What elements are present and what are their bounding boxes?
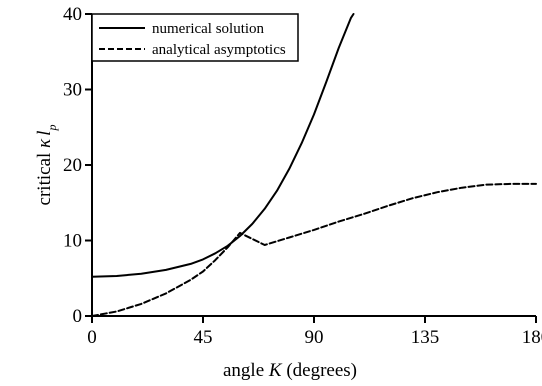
x-tick-label: 135 [411, 327, 440, 348]
series-line-analytical [91, 182, 537, 317]
x-tick-label: 180 [522, 327, 542, 348]
y-tick-label: 10 [63, 231, 82, 252]
y-tick-label: 0 [73, 306, 83, 327]
y-axis-label: critical κlp [34, 125, 59, 206]
x-tick-label: 0 [87, 327, 97, 348]
series-line-numerical [91, 13, 355, 278]
x-axis-label: angle K (degrees) [223, 360, 357, 381]
series-layer [91, 13, 537, 317]
legend-label-numerical: numerical solution [152, 21, 265, 37]
legend: numerical solution analytical asymptotic… [91, 13, 299, 62]
x-tick-label: 45 [194, 327, 213, 348]
x-tick-label: 90 [305, 327, 324, 348]
legend-label-analytical: analytical asymptotics [152, 42, 286, 58]
y-tick-label: 30 [63, 80, 82, 101]
legend-box [91, 13, 299, 62]
y-tick-label: 40 [63, 4, 82, 25]
y-tick-label: 20 [63, 155, 82, 176]
tick-layer: 0 45 90 135 180 0 10 20 30 40 [63, 4, 542, 348]
